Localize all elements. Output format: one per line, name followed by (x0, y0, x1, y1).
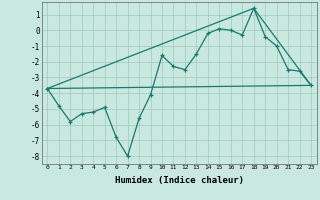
X-axis label: Humidex (Indice chaleur): Humidex (Indice chaleur) (115, 176, 244, 185)
